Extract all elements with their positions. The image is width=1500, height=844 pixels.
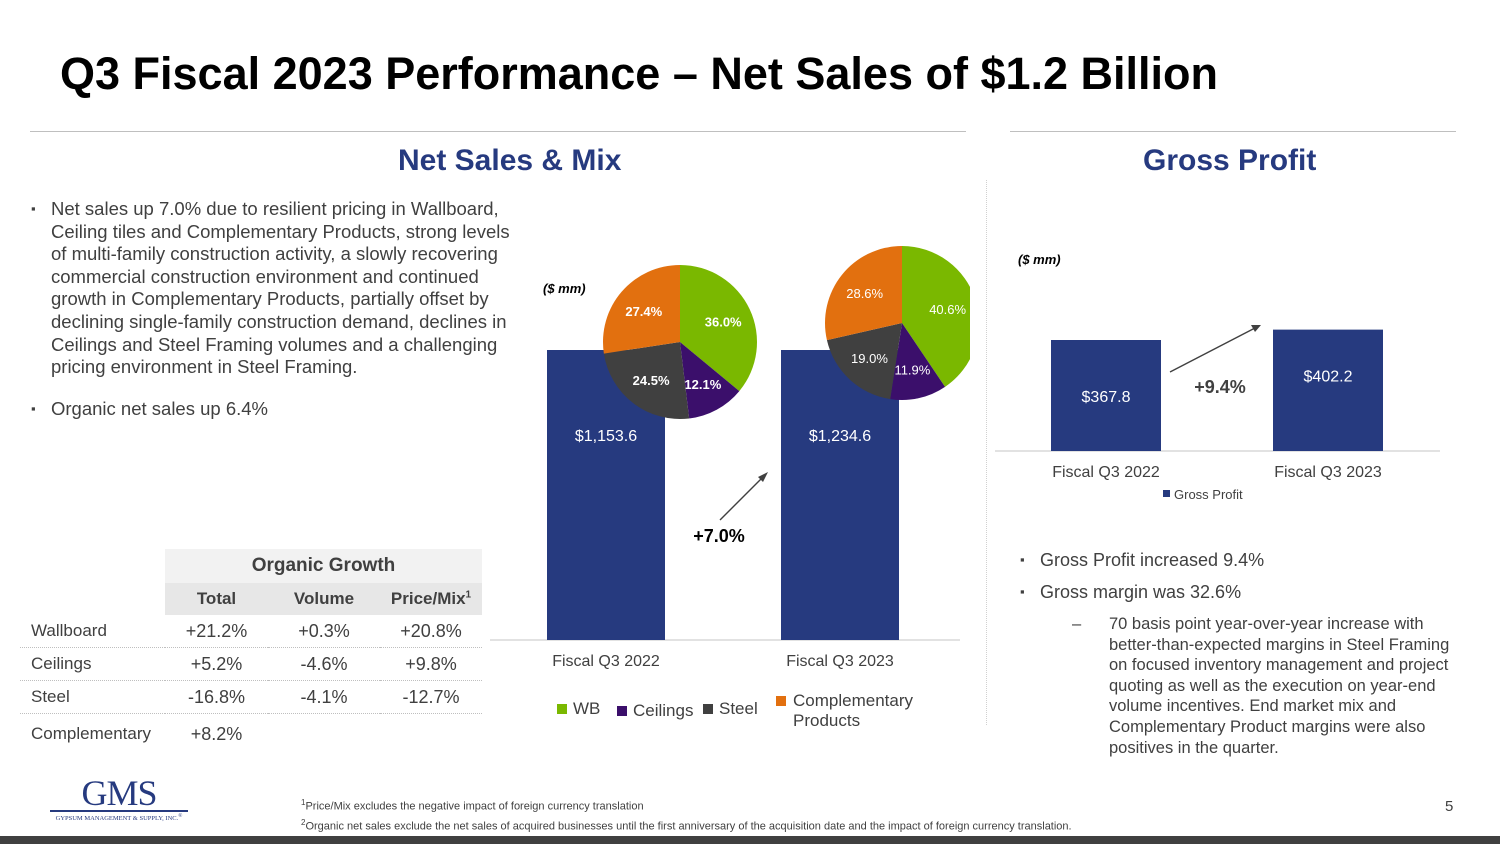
dash-marker: –: [1072, 615, 1082, 633]
net-sales-bullets: Net sales up 7.0% due to resilient prici…: [27, 198, 512, 420]
price-mix-cell: +20.8%: [380, 615, 482, 648]
row-label: Wallboard: [20, 615, 165, 648]
bar-value-label: $1,153.6: [575, 428, 637, 445]
net-sales-growth-label: +7.0%: [693, 526, 745, 546]
pie-slice: [680, 265, 757, 392]
table-row: Wallboard +21.2% +0.3% +20.8%: [20, 615, 482, 648]
gp-bullet: Gross margin was 32.6%: [1016, 580, 1436, 604]
bar-value-label: $1,234.6: [809, 428, 871, 445]
col-header-volume: Volume: [268, 583, 380, 615]
pie-value-label: 40.6%: [929, 302, 966, 317]
pie-value-label: 24.5%: [633, 373, 670, 388]
logo-text: GMS: [81, 773, 157, 813]
organic-sales-bullet: Organic net sales up 6.4%: [27, 398, 512, 421]
growth-arrowhead: [758, 472, 768, 482]
category-label: Fiscal Q3 2023: [1274, 464, 1382, 481]
legend-steel: Steel: [703, 699, 758, 719]
logo-rule: [50, 810, 188, 812]
gross-profit-legend: Gross Profit: [1174, 487, 1243, 502]
volume-cell: -4.1%: [268, 680, 380, 714]
organic-growth-title: Organic Growth: [165, 549, 482, 583]
bar-2: [1273, 329, 1383, 451]
gross-profit-heading: Gross Profit: [1143, 144, 1317, 177]
legend-swatch: [617, 706, 627, 716]
category-label: Fiscal Q3 2023: [786, 653, 894, 670]
net-sales-bullet: Net sales up 7.0% due to resilient prici…: [27, 198, 512, 379]
legend-wb: WB: [557, 699, 600, 719]
total-cell: +8.2%: [190, 723, 243, 744]
pie-slice: [680, 342, 740, 419]
organic-growth-table: Organic Growth Total Volume Price/Mix1 W…: [20, 549, 482, 754]
pie-value-label: 11.9%: [894, 363, 930, 378]
table-row: Ceilings +5.2% -4.6% +9.8%: [20, 647, 482, 681]
table-corner: [20, 583, 165, 615]
volume-cell: +0.3%: [268, 615, 380, 648]
bottom-bar: [0, 836, 1500, 844]
pie-slice: [603, 265, 680, 354]
row-label: Complementary: [31, 724, 151, 743]
col-header-total: Total: [165, 583, 268, 615]
bar-value-label: $367.8: [1082, 389, 1131, 406]
growth-arrowhead: [1251, 325, 1261, 332]
logo-subtext: GYPSUM MANAGEMENT & SUPPLY, INC.®: [55, 813, 183, 823]
pie-slice: [603, 342, 690, 419]
table-corner: [20, 549, 165, 583]
footnote-2: 2Organic net sales exclude the net sales…: [301, 817, 1072, 833]
bar-1: [1051, 340, 1161, 451]
legend-swatch: [703, 704, 713, 714]
row-label: Ceilings: [20, 647, 165, 681]
legend-swatch: [1163, 490, 1170, 497]
total-cell: +21.2%: [165, 615, 268, 648]
price-mix-cell: [380, 714, 482, 755]
table-row: Steel -16.8% -4.1% -12.7%: [20, 680, 482, 714]
legend-swatch: [557, 704, 567, 714]
volume-cell: -4.6%: [268, 647, 380, 681]
left-divider: [30, 131, 966, 132]
pie-slice: [826, 323, 902, 400]
total-cell: +5.2%: [165, 647, 268, 681]
company-logo: GMS GYPSUM MANAGEMENT & SUPPLY, INC.®: [44, 773, 194, 823]
pie-value-label: 28.6%: [846, 286, 883, 301]
pie-slice: [902, 246, 970, 387]
net-sales-chart: $1,153.6 Fiscal Q3 2022 $1,234.6 Fiscal Q3 …: [490, 246, 970, 670]
gross-profit-unit-label: ($ mm): [1018, 252, 1061, 267]
row-label: Steel: [20, 680, 165, 714]
footnotes: 1Price/Mix excludes the negative impact …: [301, 795, 1072, 834]
bar-value-label: $402.2: [1304, 369, 1353, 386]
pie-slice: [890, 323, 946, 400]
pie-value-label: 27.4%: [625, 304, 662, 319]
net-sales-heading: Net Sales & Mix: [398, 144, 622, 177]
gross-profit-bullets: Gross Profit increased 9.4% Gross margin…: [1016, 548, 1436, 604]
gross-profit-chart: $367.8 Fiscal Q3 2022 $402.2 Fiscal Q3 2023…: [995, 325, 1440, 502]
table-row: Complementary +8.2%: [20, 714, 482, 755]
legend-ceilings: Ceilings: [617, 701, 693, 721]
right-divider: [1010, 131, 1456, 132]
pie-value-label: 36.0%: [705, 315, 742, 330]
page-number: 5: [1445, 798, 1454, 815]
growth-arrow: [1169, 327, 1256, 373]
legend-swatch: [776, 696, 786, 706]
pie-value-label: 19.0%: [851, 351, 888, 366]
growth-arrow: [719, 477, 763, 521]
gross-profit-growth-label: +9.4%: [1194, 377, 1246, 397]
gp-bullet: Gross Profit increased 9.4%: [1016, 548, 1436, 572]
pie-slice: [825, 246, 902, 341]
price-mix-cell: +9.8%: [380, 647, 482, 681]
bar-2: [781, 350, 899, 640]
footnote-1: 1Price/Mix excludes the negative impact …: [301, 798, 644, 813]
legend-complementary: Complementary Products: [776, 691, 926, 731]
price-mix-cell: -12.7%: [380, 680, 482, 714]
category-label: Fiscal Q3 2022: [552, 653, 660, 670]
page-title: Q3 Fiscal 2023 Performance – Net Sales o…: [60, 48, 1219, 99]
pie-value-label: 12.1%: [684, 377, 721, 392]
col-header-price-mix: Price/Mix1: [380, 583, 482, 615]
total-cell: -16.8%: [165, 680, 268, 714]
net-sales-unit-label: ($ mm): [543, 281, 586, 296]
vertical-divider: [986, 180, 987, 725]
volume-cell: [268, 714, 380, 755]
category-label: Fiscal Q3 2022: [1052, 464, 1160, 481]
gp-sub-bullet: 70 basis point year-over-year increase w…: [1109, 615, 1450, 757]
